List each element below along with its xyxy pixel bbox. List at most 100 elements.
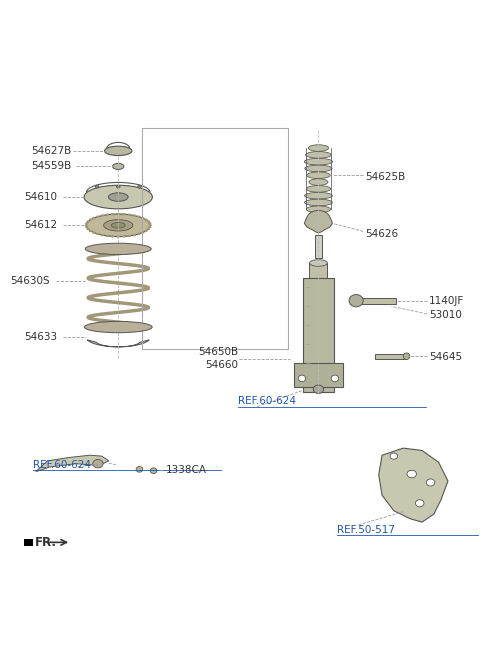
- Text: REF.50-517: REF.50-517: [337, 525, 396, 535]
- Ellipse shape: [136, 466, 143, 472]
- Text: REF.60-624: REF.60-624: [34, 460, 92, 470]
- Ellipse shape: [86, 214, 150, 237]
- Ellipse shape: [111, 236, 114, 237]
- Ellipse shape: [95, 185, 99, 188]
- Ellipse shape: [138, 185, 141, 188]
- Bar: [294, 363, 343, 387]
- Ellipse shape: [132, 234, 136, 236]
- Bar: [375, 354, 406, 359]
- Ellipse shape: [416, 500, 424, 507]
- Bar: [310, 263, 327, 278]
- Ellipse shape: [89, 218, 92, 221]
- Ellipse shape: [137, 233, 141, 235]
- Ellipse shape: [84, 321, 152, 333]
- Ellipse shape: [85, 243, 151, 255]
- Ellipse shape: [144, 218, 148, 221]
- Bar: [356, 298, 396, 304]
- Text: 54630S: 54630S: [10, 276, 50, 286]
- Ellipse shape: [84, 185, 152, 209]
- Ellipse shape: [101, 215, 104, 216]
- Ellipse shape: [122, 213, 125, 215]
- Ellipse shape: [96, 233, 99, 235]
- Polygon shape: [36, 455, 109, 472]
- Bar: [24, 539, 33, 546]
- Ellipse shape: [144, 230, 148, 232]
- Ellipse shape: [86, 228, 90, 230]
- Ellipse shape: [96, 215, 99, 218]
- Ellipse shape: [85, 226, 88, 228]
- Ellipse shape: [306, 186, 331, 192]
- Text: 54650B: 54650B: [198, 348, 239, 358]
- Ellipse shape: [86, 220, 90, 222]
- Ellipse shape: [309, 179, 328, 186]
- Ellipse shape: [104, 220, 133, 231]
- Text: FR.: FR.: [36, 536, 57, 549]
- Text: 54625B: 54625B: [366, 173, 406, 182]
- Ellipse shape: [92, 217, 96, 219]
- Ellipse shape: [111, 213, 114, 215]
- Polygon shape: [87, 340, 149, 347]
- Ellipse shape: [306, 206, 331, 213]
- Ellipse shape: [147, 220, 150, 222]
- Text: 54645: 54645: [429, 352, 462, 362]
- Text: 54627B: 54627B: [31, 146, 71, 156]
- Ellipse shape: [313, 385, 324, 394]
- Ellipse shape: [298, 375, 306, 382]
- Ellipse shape: [305, 165, 332, 172]
- Ellipse shape: [122, 236, 125, 237]
- Ellipse shape: [407, 470, 417, 478]
- Text: 54610: 54610: [24, 192, 57, 202]
- Ellipse shape: [106, 213, 109, 216]
- Ellipse shape: [116, 185, 120, 188]
- Ellipse shape: [128, 213, 131, 216]
- Ellipse shape: [149, 224, 152, 226]
- Ellipse shape: [89, 230, 92, 232]
- Ellipse shape: [108, 193, 128, 201]
- Ellipse shape: [141, 232, 144, 234]
- Ellipse shape: [93, 459, 103, 468]
- Ellipse shape: [106, 235, 109, 237]
- Ellipse shape: [331, 375, 339, 382]
- Text: 54612: 54612: [24, 220, 57, 230]
- Ellipse shape: [128, 235, 131, 237]
- Ellipse shape: [349, 295, 363, 307]
- Ellipse shape: [111, 222, 125, 228]
- Ellipse shape: [105, 146, 132, 155]
- Ellipse shape: [147, 228, 150, 230]
- Ellipse shape: [390, 453, 397, 459]
- Text: 1338CA: 1338CA: [165, 465, 206, 475]
- Ellipse shape: [85, 222, 88, 224]
- Text: REF.60-624: REF.60-624: [239, 396, 296, 406]
- Polygon shape: [379, 448, 448, 522]
- Text: 54626: 54626: [366, 229, 399, 239]
- Ellipse shape: [148, 226, 151, 228]
- Ellipse shape: [150, 468, 157, 474]
- Ellipse shape: [307, 172, 330, 178]
- Ellipse shape: [310, 260, 327, 266]
- Ellipse shape: [132, 215, 136, 216]
- Ellipse shape: [304, 199, 332, 206]
- Text: 54660: 54660: [205, 359, 239, 370]
- Text: 54633: 54633: [24, 333, 57, 342]
- Ellipse shape: [137, 215, 141, 218]
- Ellipse shape: [84, 224, 88, 226]
- Ellipse shape: [113, 163, 124, 169]
- Ellipse shape: [403, 353, 410, 359]
- Ellipse shape: [117, 213, 120, 215]
- Ellipse shape: [117, 236, 120, 237]
- Text: 54559B: 54559B: [31, 161, 71, 171]
- Ellipse shape: [141, 217, 144, 219]
- Ellipse shape: [148, 222, 151, 224]
- Ellipse shape: [92, 232, 96, 234]
- Ellipse shape: [426, 479, 435, 486]
- Text: 1140JF: 1140JF: [429, 296, 464, 306]
- Ellipse shape: [308, 145, 329, 152]
- Ellipse shape: [101, 234, 104, 236]
- Bar: [303, 278, 334, 392]
- Polygon shape: [304, 210, 333, 233]
- Ellipse shape: [304, 192, 332, 199]
- Ellipse shape: [306, 152, 331, 158]
- Ellipse shape: [304, 158, 333, 165]
- Bar: [315, 235, 322, 258]
- Text: 53010: 53010: [429, 310, 462, 320]
